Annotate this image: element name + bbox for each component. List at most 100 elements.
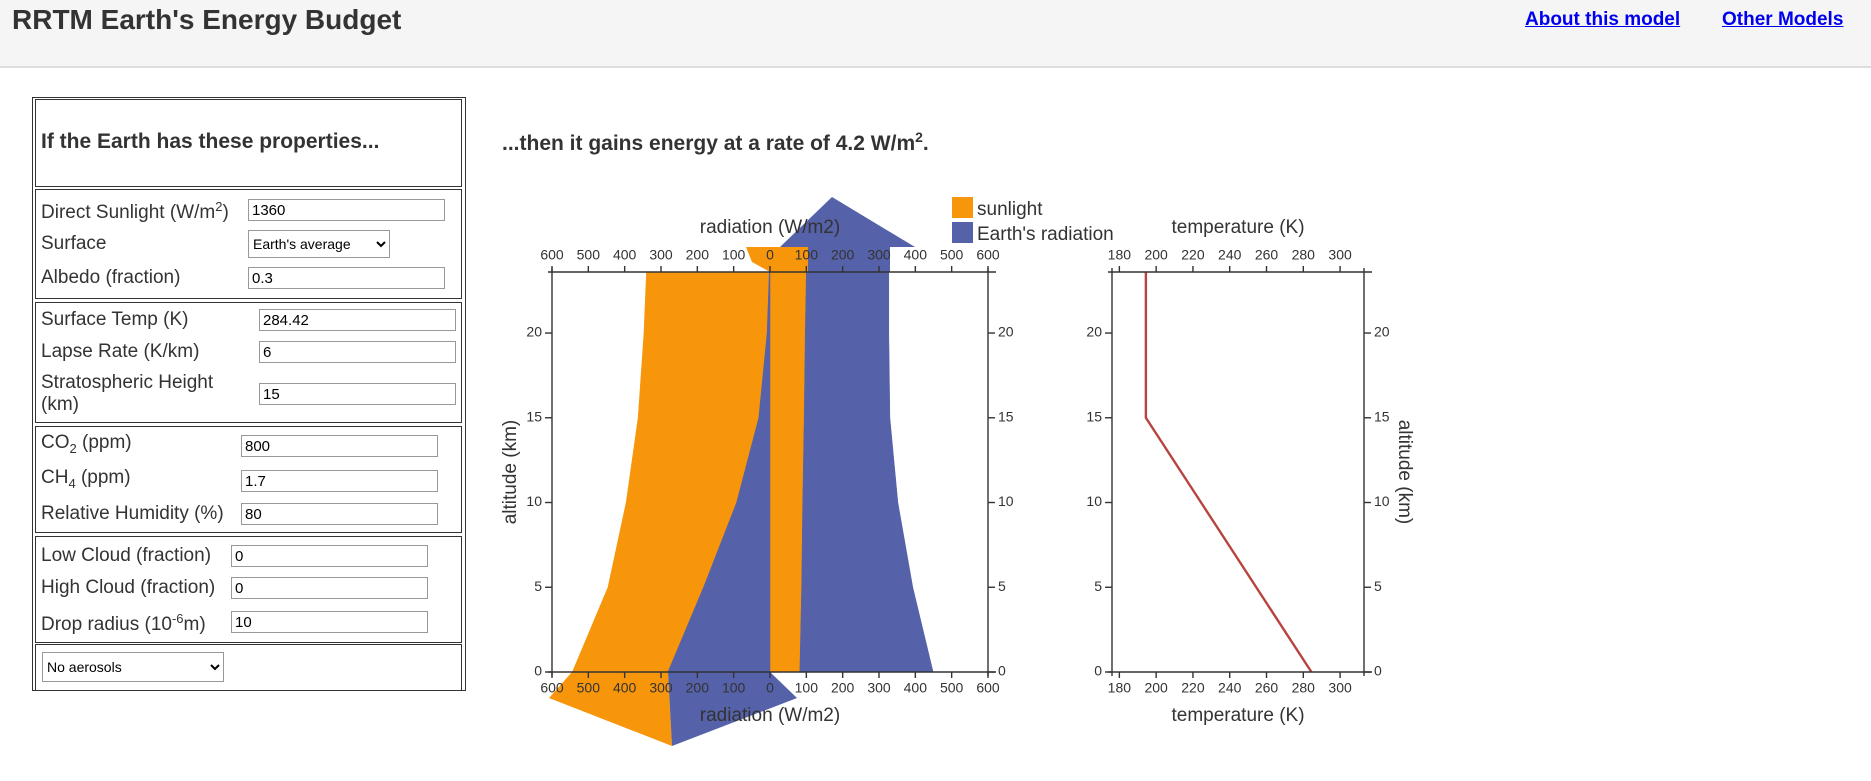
form-section [35, 189, 462, 299]
form-heading: If the Earth has these properties... [41, 130, 380, 153]
field-label-text: High Cloud (fraction) [41, 577, 216, 598]
radiation-band [799, 271, 934, 673]
y-tick-label: 0 [1374, 663, 1382, 679]
arrow-decoration [780, 197, 915, 272]
result-end: . [922, 132, 929, 155]
field-label-text: m) [183, 614, 206, 636]
result-unit: W/m [864, 132, 916, 155]
form-section [35, 536, 462, 643]
field-label: CO2 (ppm) [41, 432, 241, 460]
x-axis-title: radiation (W/m2) [700, 705, 840, 726]
x-tick-label: 200 [686, 680, 710, 696]
x-tick-label: 300 [1328, 247, 1352, 263]
y-tick-label: 15 [1086, 408, 1102, 424]
y-tick-label: 10 [1374, 493, 1390, 509]
text-input[interactable] [231, 577, 428, 599]
x-tick-label: 220 [1181, 247, 1205, 263]
text-input[interactable] [231, 611, 428, 633]
field-label: Surface [41, 233, 241, 255]
text-input[interactable] [259, 341, 456, 363]
arrow-decoration [746, 247, 808, 272]
form-section [35, 426, 462, 533]
field-label-text: (ppm) [75, 467, 131, 489]
x-tick-label: 600 [540, 680, 564, 696]
nav-link[interactable]: Other Models [1722, 9, 1844, 30]
field-label-sup: -6 [171, 610, 184, 626]
y-tick-label: 15 [998, 408, 1014, 424]
legend-swatch [952, 197, 973, 218]
y-tick-label: 20 [998, 324, 1014, 340]
field-label: Direct Sunlight (W/m2) [41, 196, 241, 224]
y-tick-label: 5 [1094, 578, 1102, 594]
x-tick-label: 200 [1144, 680, 1168, 696]
x-tick-label: 240 [1218, 247, 1242, 263]
x-tick-label: 400 [613, 247, 637, 263]
field-label: Stratospheric Height (km) [41, 372, 256, 416]
y-axis-title: altitude (km) [1394, 420, 1415, 525]
x-tick-label: 600 [540, 247, 564, 263]
x-axis-title: temperature (K) [1171, 705, 1304, 726]
field-label: CH4 (ppm) [41, 467, 241, 495]
app-title: RRTM Earth's Energy Budget [12, 4, 402, 35]
text-input[interactable] [259, 309, 456, 331]
text-input[interactable] [248, 199, 445, 221]
x-axis-title: radiation (W/m2) [700, 217, 840, 238]
field-label: Drop radius (10-6m) [41, 608, 241, 636]
legend-swatch [952, 222, 973, 243]
y-tick-label: 5 [998, 578, 1006, 594]
text-input[interactable] [259, 383, 456, 405]
y-tick-label: 0 [1094, 663, 1102, 679]
y-tick-label: 5 [1374, 578, 1382, 594]
x-tick-label: 180 [1108, 680, 1132, 696]
x-tick-label: 300 [649, 247, 673, 263]
dropdown[interactable]: No aerosols [42, 652, 224, 682]
dropdown[interactable]: Earth's average [248, 230, 390, 258]
field-label: Lapse Rate (K/km) [41, 341, 256, 363]
field-label-text: Stratospheric Height (km) [41, 372, 214, 415]
arrow-decoration [668, 672, 797, 746]
text-input[interactable] [231, 545, 428, 567]
x-tick-label: 260 [1255, 247, 1279, 263]
x-tick-label: 300 [649, 680, 673, 696]
x-tick-label: 180 [1108, 247, 1132, 263]
y-axis-title: altitude (km) [500, 420, 521, 525]
x-axis-title: temperature (K) [1171, 217, 1304, 238]
field-label-text: Albedo (fraction) [41, 267, 181, 288]
text-input[interactable] [241, 470, 438, 492]
form-section [35, 302, 462, 423]
x-tick-label: 0 [766, 680, 774, 696]
text-input[interactable] [241, 503, 438, 525]
field-label-text: Direct Sunlight (W/m [41, 202, 216, 224]
text-input[interactable] [241, 435, 438, 457]
temperature-line [1144, 272, 1313, 673]
legend-label: sunlight [977, 199, 1043, 220]
x-tick-label: 280 [1292, 680, 1316, 696]
x-tick-label: 240 [1218, 680, 1242, 696]
field-label-text: (ppm) [76, 432, 132, 454]
x-tick-label: 200 [1144, 247, 1168, 263]
x-tick-label: 200 [831, 680, 855, 696]
x-tick-label: 600 [976, 247, 1000, 263]
x-tick-label: 200 [686, 247, 710, 263]
y-tick-label: 20 [1374, 324, 1390, 340]
x-tick-label: 100 [722, 680, 746, 696]
result-prefix: ...then it gains energy at a rate of [502, 132, 836, 155]
field-label-sub: 4 [68, 475, 76, 491]
field-label-sup: 2 [215, 198, 223, 214]
result-unit-sup: 2 [915, 129, 923, 145]
result-value: 4.2 [835, 132, 865, 155]
nav-link[interactable]: About this model [1525, 9, 1681, 30]
field-label: Surface Temp (K) [41, 309, 256, 331]
field-label-text: Low Cloud (fraction) [41, 545, 212, 566]
field-label: Relative Humidity (%) [41, 503, 241, 525]
field-label-sub: 2 [69, 440, 77, 456]
legend-label: Earth's radiation [977, 224, 1114, 245]
x-tick-label: 400 [904, 680, 928, 696]
x-tick-label: 500 [577, 680, 601, 696]
x-tick-label: 260 [1255, 680, 1279, 696]
x-tick-label: 220 [1181, 680, 1205, 696]
field-label: Albedo (fraction) [41, 267, 241, 289]
x-tick-label: 0 [766, 247, 774, 263]
text-input[interactable] [248, 267, 445, 289]
